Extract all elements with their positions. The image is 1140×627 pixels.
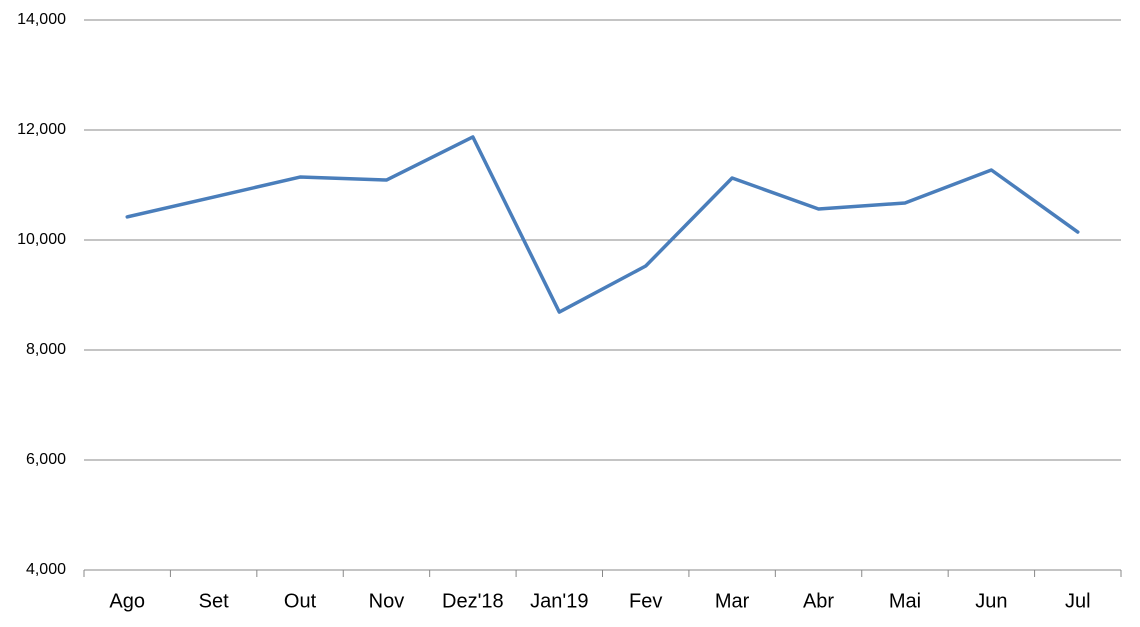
x-tick-label: Jun: [975, 590, 1007, 612]
y-tick-label: 10,000: [17, 231, 66, 248]
x-tick-label: Abr: [803, 590, 834, 612]
x-tick-label: Ago: [109, 590, 145, 612]
x-tick-label: Fev: [629, 590, 662, 612]
x-tick-label: Set: [199, 590, 229, 612]
x-tick-label: Dez'18: [442, 590, 504, 612]
line-series: [125, 135, 1080, 314]
y-tick-label: 6,000: [26, 451, 66, 468]
y-tick-label: 12,000: [17, 121, 66, 138]
y-tick-label: 14,000: [17, 11, 66, 28]
y-tick-label: 8,000: [26, 341, 66, 358]
x-tick-label: Jan'19: [530, 590, 588, 612]
x-tick-label: Nov: [369, 590, 405, 612]
x-tick-label: Mai: [889, 590, 921, 612]
x-tick-label: Jul: [1065, 590, 1091, 612]
x-tick-label: Mar: [715, 590, 750, 612]
x-tick-label: Out: [284, 590, 317, 612]
y-tick-label: 4,000: [26, 561, 66, 578]
